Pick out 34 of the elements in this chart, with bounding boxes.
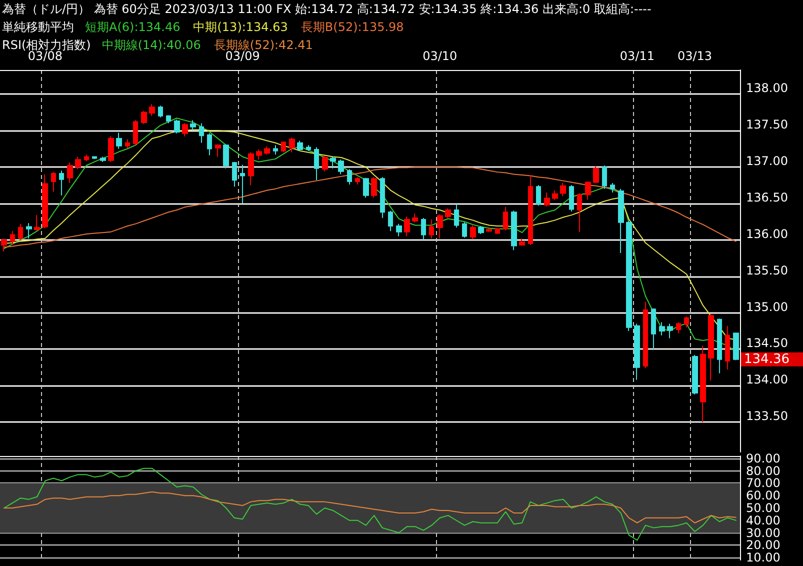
- y-tick-label: 80.00: [746, 464, 780, 478]
- text: 長期線(52):42.41: [214, 38, 313, 52]
- text: 中期線(14):40.06: [102, 38, 201, 52]
- text: 134.36: [744, 352, 790, 367]
- y-tick-label: 138.00: [746, 81, 788, 96]
- y-tick-label: 133.50: [746, 409, 788, 424]
- x-tick-label: 03/11: [620, 49, 655, 63]
- line-series: [4, 491, 736, 524]
- y-tick-label: 90.00: [746, 451, 780, 466]
- y-tick-label: 10.00: [746, 550, 780, 565]
- y-tick-label: 20.00: [746, 538, 780, 552]
- line-series: [4, 468, 736, 541]
- x-tick-label: 03/08: [28, 49, 63, 63]
- y-tick-label: 137.00: [746, 154, 788, 168]
- y-tick-label: 137.50: [746, 118, 788, 132]
- y-tick-label: 136.00: [746, 226, 788, 241]
- y-tick-label: 30.00: [746, 526, 780, 540]
- legend-title: 単純移動平均: [2, 20, 74, 34]
- y-tick-label: 70.00: [746, 476, 780, 490]
- x-tick-label: 03/10: [422, 49, 458, 63]
- y-tick-label: 40.00: [746, 513, 780, 528]
- text: 長期B(52):135.98: [300, 20, 404, 34]
- chart-title: 為替（ドル/円） 為替 60分足 2023/03/13 11:00 FX 始:134.72 高:134.72 安:134.35 終:134.36 出来高:0 取組高:----: [2, 2, 652, 16]
- legend-title: RSI(相対力指数): [2, 38, 91, 52]
- y-tick-label: 134.50: [746, 336, 788, 350]
- text: 中期(13):134.63: [193, 20, 288, 34]
- text: 短期A(6):134.46: [85, 20, 180, 34]
- y-tick-label: 50.00: [746, 501, 780, 515]
- y-tick-label: 60.00: [746, 488, 780, 503]
- y-tick-label: 135.00: [746, 300, 788, 314]
- y-tick-label: 136.50: [746, 190, 788, 204]
- y-tick-label: 134.00: [746, 372, 788, 387]
- y-tick-label: 135.50: [746, 263, 788, 278]
- x-tick-label: 03/13: [677, 49, 712, 63]
